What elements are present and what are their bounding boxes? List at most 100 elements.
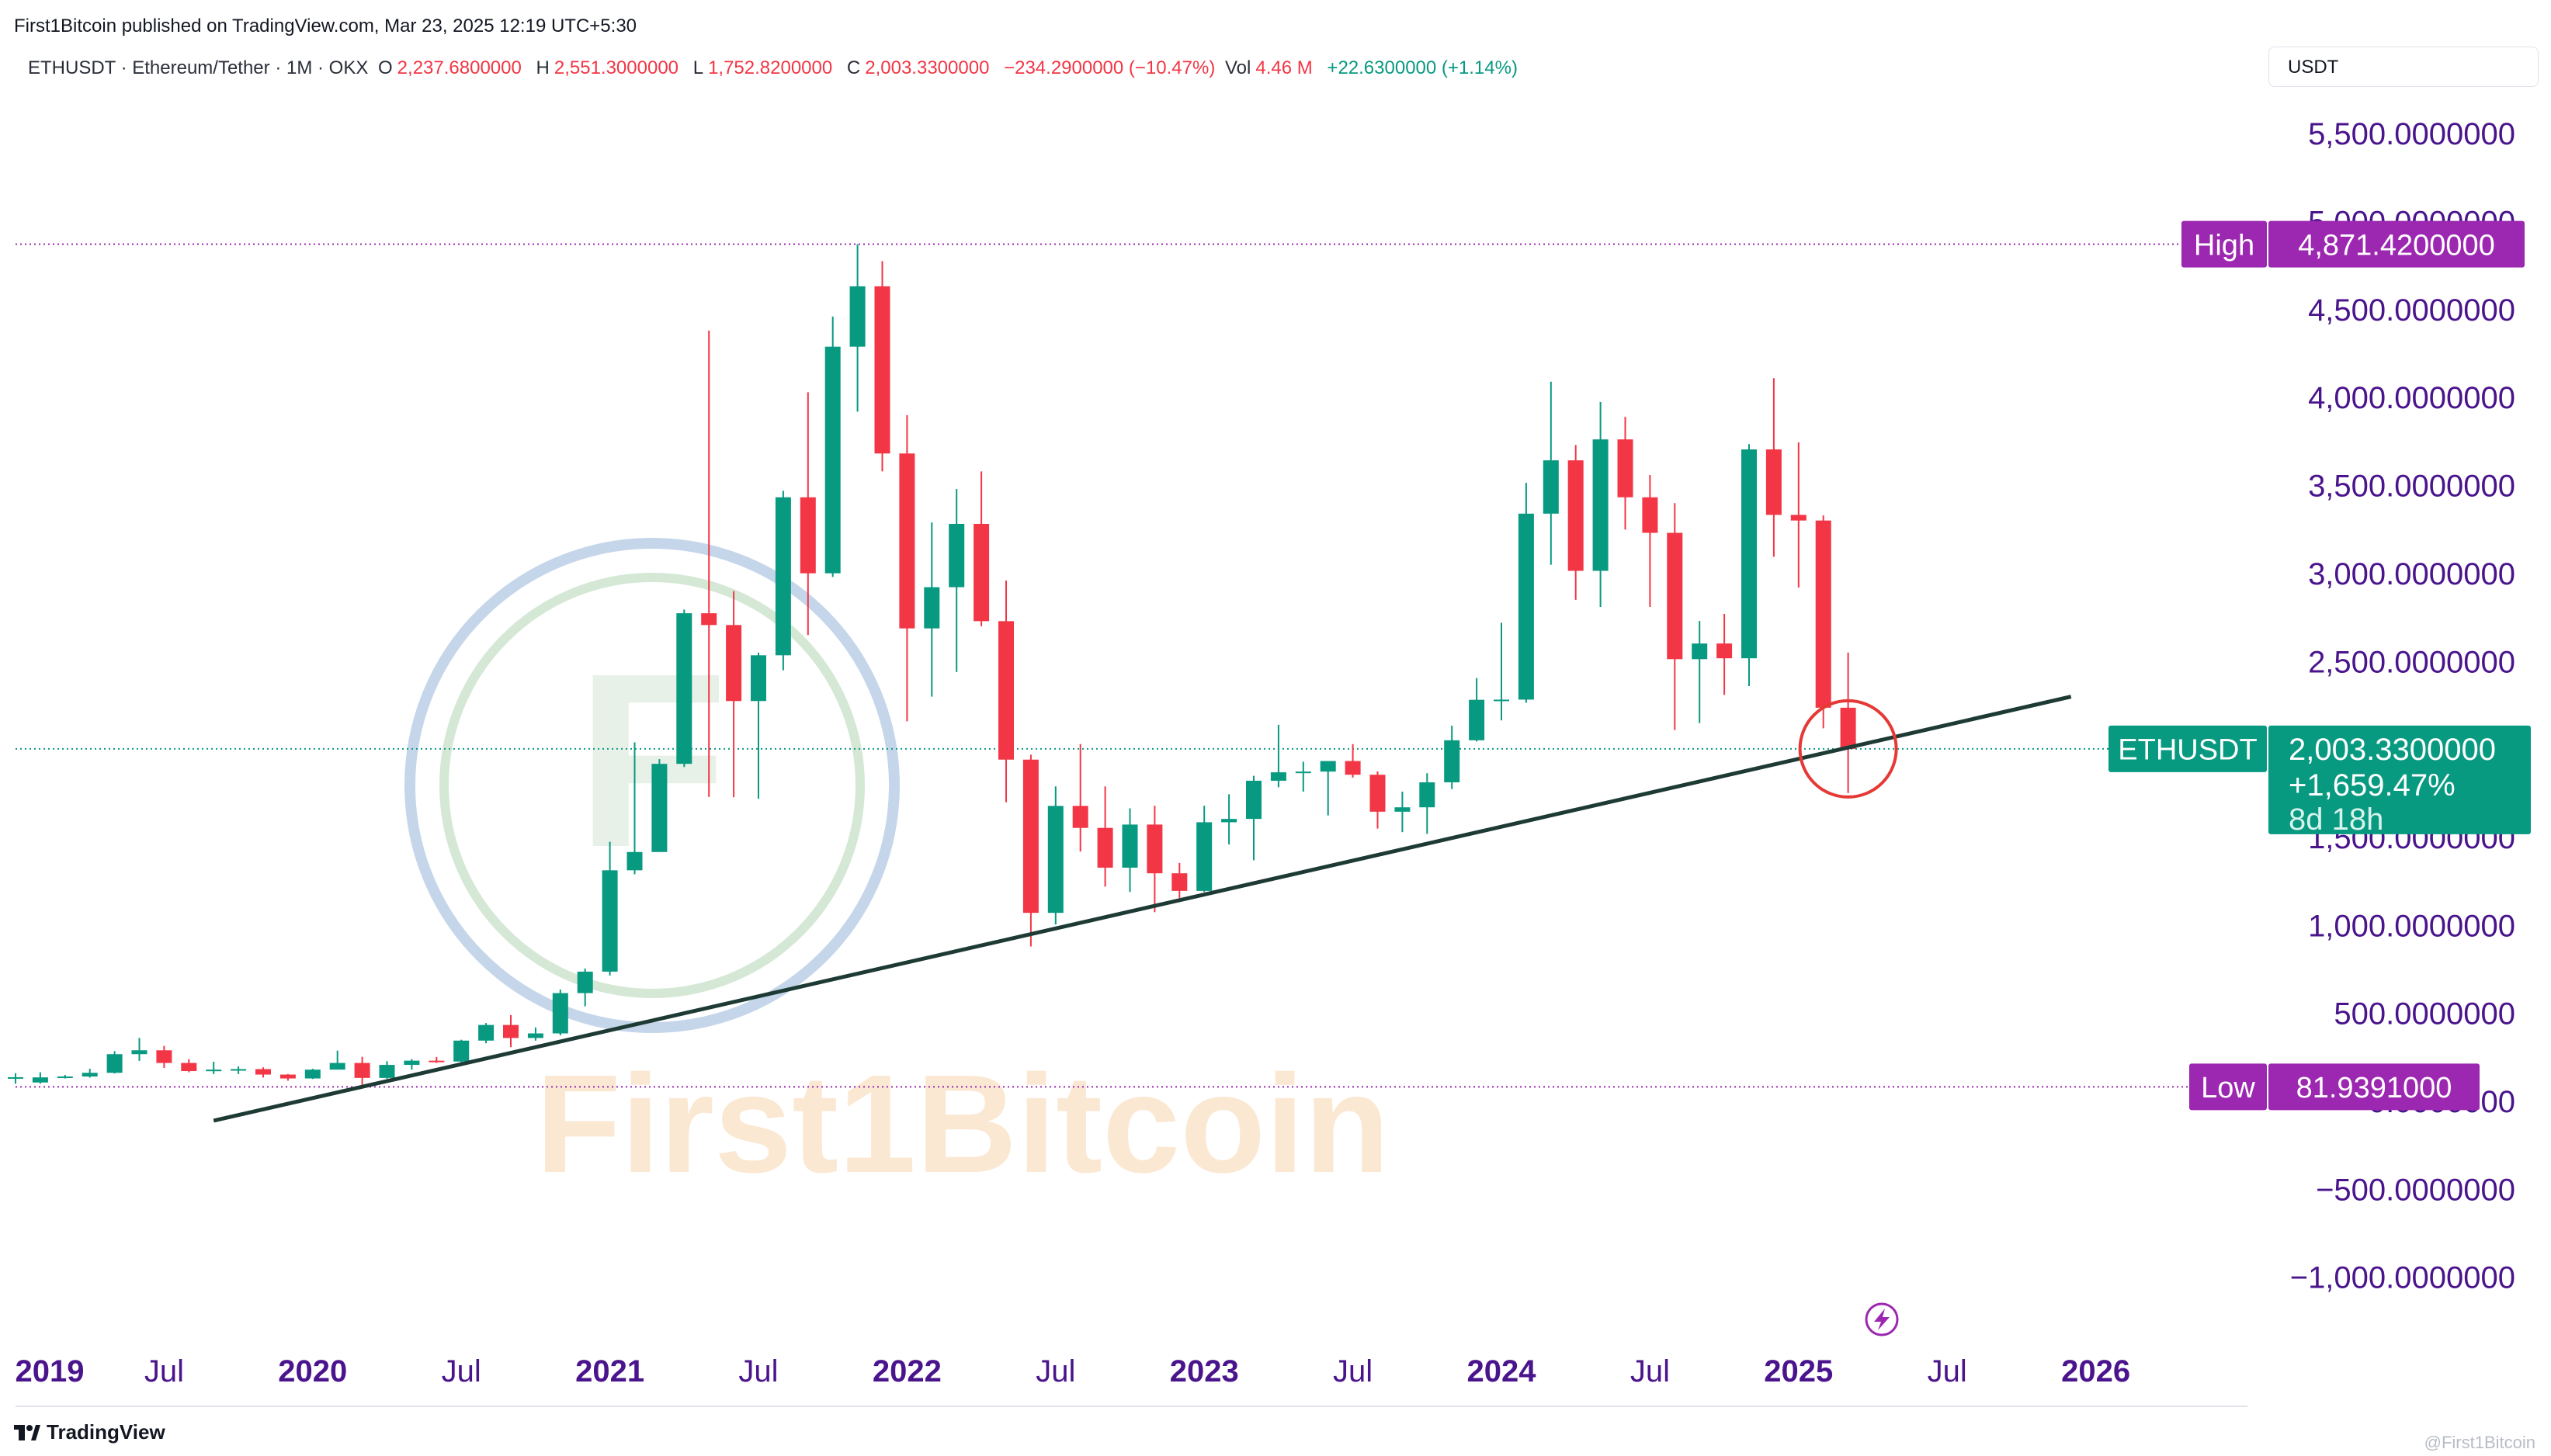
svg-text:Low: Low: [2201, 1072, 2255, 1104]
candle-body: [651, 764, 668, 852]
candle: [279, 1073, 296, 1081]
candle-body: [404, 1060, 420, 1066]
candle-body: [1295, 771, 1311, 774]
low-value-tag[interactable]: 81.9391000: [2268, 1063, 2480, 1111]
high-value-tag[interactable]: 4,871.4200000: [2268, 220, 2525, 268]
candle-body: [1494, 699, 1509, 702]
candle-body: [1246, 780, 1262, 820]
candle-body: [1692, 643, 1708, 660]
highlight-circle[interactable]: [1798, 699, 1898, 799]
publish-header: First1Bitcoin published on TradingView.c…: [14, 16, 637, 36]
candle-body: [1320, 761, 1336, 772]
candle: [676, 609, 692, 768]
candle: [1097, 786, 1113, 887]
candle-body: [1345, 761, 1361, 775]
candle: [726, 591, 742, 798]
support-trendline[interactable]: [213, 695, 2072, 1123]
y-tick-label: −500.0000000: [2316, 1173, 2515, 1207]
svg-text:High: High: [2194, 229, 2254, 262]
candle-body: [1567, 460, 1584, 571]
candle: [131, 1038, 148, 1061]
candle-body: [8, 1076, 23, 1079]
candle: [206, 1061, 222, 1074]
lightning-icon[interactable]: [1865, 1302, 1899, 1336]
candle: [1419, 773, 1435, 834]
legend-volume-change: +22.6300000 (+1.14%): [1327, 57, 1518, 78]
last-price-tag[interactable]: 2,003.3300000+1,659.47%8d 18h: [2268, 725, 2531, 837]
candle-body: [527, 1033, 543, 1038]
candle: [1221, 794, 1237, 845]
y-tick-label: 3,500.0000000: [2308, 470, 2515, 504]
tradingview-logo-icon: [14, 1424, 40, 1440]
candle-body: [1716, 643, 1733, 659]
candle: [429, 1056, 445, 1063]
candle: [602, 841, 618, 976]
candle: [404, 1059, 420, 1070]
tradingview-brand: TradingView: [47, 1420, 165, 1444]
candle: [1369, 771, 1386, 829]
candle-body: [899, 453, 915, 629]
currency-unit-selector[interactable]: USDT: [2268, 47, 2539, 87]
candle-body: [1642, 497, 1658, 533]
candle-body: [255, 1069, 271, 1075]
candle-body: [602, 870, 618, 972]
candle: [329, 1050, 345, 1070]
candle: [552, 990, 568, 1035]
candle-body: [924, 587, 940, 629]
x-tick-label: 2022: [873, 1354, 942, 1388]
candle-body: [1394, 807, 1411, 812]
candle-body: [32, 1077, 48, 1083]
candle: [1295, 761, 1311, 792]
candle: [824, 316, 841, 577]
candle-body: [106, 1054, 123, 1073]
candle: [1790, 442, 1807, 588]
candle-body: [206, 1069, 222, 1072]
candle: [800, 392, 816, 636]
x-tick-label: Jul: [442, 1354, 481, 1388]
y-tick-label: −1,000.0000000: [2290, 1261, 2515, 1295]
y-tick-label: 3,000.0000000: [2308, 557, 2515, 591]
candle-body: [181, 1063, 197, 1072]
candle: [1741, 444, 1757, 686]
candle-body: [974, 523, 990, 622]
last-price-symbol-tag[interactable]: ETHUSDT: [2108, 725, 2267, 772]
candle-body: [304, 1069, 321, 1079]
candle-body: [1221, 819, 1237, 823]
candle-body: [329, 1063, 345, 1070]
ohlc-legend: ETHUSDT · Ethereum/Tether · 1M · OKX O 2,…: [28, 57, 1522, 79]
candle: [874, 261, 890, 472]
plot-area: [16, 101, 2247, 1329]
candle-body: [775, 497, 791, 656]
candle-body: [453, 1040, 470, 1062]
candle: [82, 1069, 98, 1078]
x-tick-label: Jul: [1036, 1354, 1075, 1388]
candle-body: [1469, 699, 1485, 740]
x-tick-label: 2021: [575, 1354, 644, 1388]
candle: [1072, 744, 1088, 852]
candle: [181, 1059, 197, 1073]
candle: [503, 1014, 519, 1048]
candle-body: [1444, 740, 1460, 782]
svg-text:4,871.4200000: 4,871.4200000: [2298, 229, 2495, 262]
candle-body: [1518, 513, 1534, 700]
candle: [304, 1069, 321, 1080]
high-label[interactable]: High: [2181, 220, 2267, 268]
tradingview-footer[interactable]: TradingView: [14, 1420, 165, 1444]
candle: [849, 244, 866, 412]
x-tick-label: 2019: [16, 1354, 85, 1388]
candle: [1692, 621, 1708, 723]
svg-text:F: F: [576, 621, 727, 899]
low-label[interactable]: Low: [2189, 1063, 2267, 1111]
candle: [156, 1045, 172, 1068]
candle-body: [156, 1050, 172, 1063]
candle-body: [626, 851, 643, 871]
candle: [1320, 761, 1336, 816]
candle: [1469, 678, 1485, 742]
candle: [379, 1061, 395, 1079]
x-tick-label: Jul: [1630, 1354, 1670, 1388]
candle: [1394, 792, 1411, 833]
candle: [453, 1039, 470, 1063]
legend-symbol[interactable]: ETHUSDT · Ethereum/Tether · 1M · OKX: [28, 57, 369, 78]
candle: [949, 489, 965, 672]
